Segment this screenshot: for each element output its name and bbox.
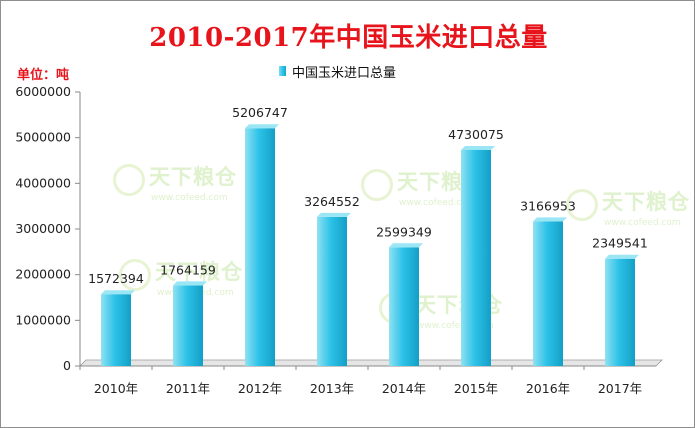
unit-label: 单位：吨 bbox=[17, 68, 70, 83]
x-tick-label: 2010年 bbox=[94, 381, 138, 396]
data-label: 1764159 bbox=[160, 262, 216, 277]
x-tick-label: 2017年 bbox=[598, 381, 642, 396]
y-tick-label: 2000000 bbox=[15, 267, 71, 282]
y-tick-label: 6000000 bbox=[15, 84, 71, 99]
x-tick-label: 2011年 bbox=[166, 381, 210, 396]
x-tick-label: 2014年 bbox=[382, 381, 426, 396]
bar-cap bbox=[461, 145, 495, 150]
data-label: 3166953 bbox=[520, 198, 576, 213]
legend-swatch bbox=[279, 66, 286, 76]
y-tick-label: 3000000 bbox=[15, 221, 71, 236]
data-label: 3264552 bbox=[304, 194, 360, 209]
bar-cap bbox=[533, 217, 567, 222]
data-label: 1572394 bbox=[88, 271, 144, 286]
bar-cap bbox=[245, 124, 279, 129]
bar-cap bbox=[317, 212, 351, 217]
y-tick-label: 4000000 bbox=[15, 175, 71, 190]
y-tick-label: 0 bbox=[63, 358, 71, 373]
bar bbox=[605, 258, 635, 366]
data-label: 2349541 bbox=[592, 236, 648, 251]
bar-cap bbox=[605, 254, 639, 259]
chart-title: 2010-2017年中国玉米进口总量 bbox=[149, 23, 548, 53]
bar bbox=[101, 294, 131, 366]
x-tick-label: 2012年 bbox=[238, 381, 282, 396]
bar-cap bbox=[173, 281, 207, 286]
bar bbox=[317, 216, 347, 366]
x-tick-label: 2016年 bbox=[526, 381, 570, 396]
bar bbox=[173, 285, 203, 366]
legend-label: 中国玉米进口总量 bbox=[292, 65, 397, 81]
x-tick-label: 2013年 bbox=[310, 381, 354, 396]
data-label: 5206747 bbox=[232, 105, 288, 120]
bar bbox=[533, 221, 563, 366]
y-tick-label: 1000000 bbox=[15, 312, 71, 327]
legend: 中国玉米进口总量 bbox=[279, 62, 397, 81]
x-tick-label: 2015年 bbox=[454, 381, 498, 396]
data-label: 2599349 bbox=[376, 224, 432, 239]
y-tick-label: 5000000 bbox=[15, 130, 71, 145]
bar-cap bbox=[101, 290, 135, 295]
data-label: 4730075 bbox=[448, 127, 504, 142]
bar bbox=[245, 128, 275, 366]
bar bbox=[461, 149, 491, 366]
bar bbox=[389, 247, 419, 366]
x-axis-floor bbox=[79, 359, 663, 367]
bar-cap bbox=[389, 243, 423, 248]
